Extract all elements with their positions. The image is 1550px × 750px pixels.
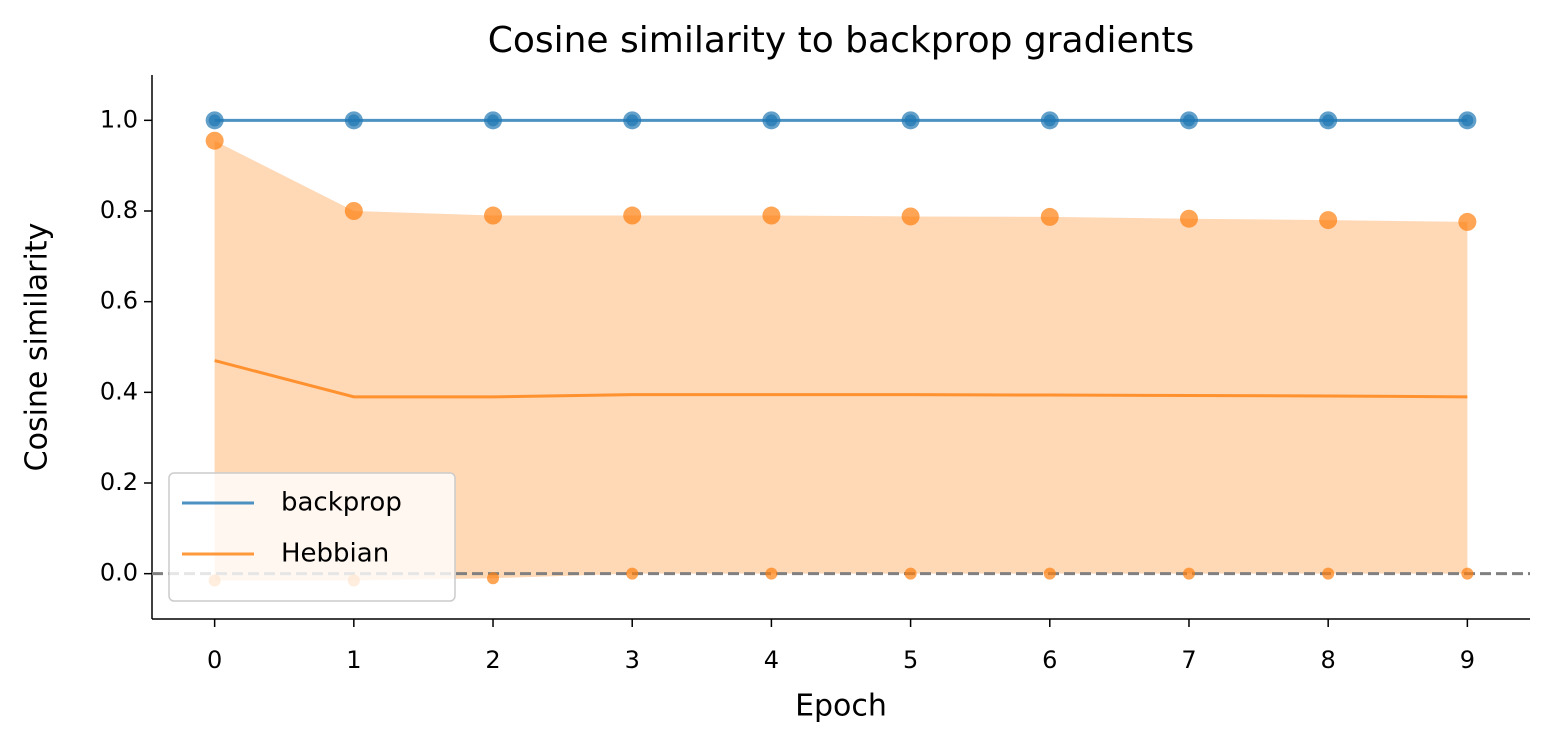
min-marker — [765, 567, 778, 580]
y-tick-label: 1.0 — [100, 105, 138, 133]
x-tick-label: 2 — [485, 646, 500, 674]
min-marker — [765, 114, 778, 127]
y-tick-label: 0.6 — [100, 287, 138, 315]
min-marker — [1322, 114, 1335, 127]
max-marker — [623, 206, 642, 225]
x-tick-label: 0 — [207, 646, 222, 674]
x-tick-label: 7 — [1181, 646, 1196, 674]
max-marker — [1319, 211, 1338, 230]
min-marker — [1461, 567, 1474, 580]
max-marker — [344, 202, 363, 220]
y-axis-label: Cosine similarity — [20, 223, 55, 472]
max-marker — [1040, 207, 1059, 226]
legend-label: Hebbian — [281, 539, 389, 569]
max-marker — [762, 206, 781, 225]
range-area — [214, 140, 1468, 581]
series-line — [214, 359, 1468, 399]
x-tick-label: 3 — [625, 646, 640, 674]
max-marker — [901, 207, 920, 226]
chart-title: Cosine similarity to backprop gradients — [488, 20, 1195, 61]
min-marker — [347, 114, 360, 127]
x-tick-label: 9 — [1460, 646, 1475, 674]
min-marker — [1182, 114, 1195, 127]
max-marker — [1458, 212, 1477, 231]
min-marker — [487, 114, 500, 127]
y-tick-label: 0.4 — [100, 377, 138, 405]
x-axis-label: Epoch — [795, 689, 887, 724]
x-tick-label: 8 — [1321, 646, 1336, 674]
legend-box — [168, 472, 456, 602]
min-marker — [208, 114, 221, 127]
legend: backprop Hebbian — [168, 472, 456, 602]
legend-label: backprop — [281, 488, 402, 518]
x-tick-label: 5 — [903, 646, 918, 674]
min-marker — [1182, 567, 1195, 580]
min-marker — [1322, 567, 1335, 580]
y-tick-label: 0.0 — [100, 559, 138, 587]
min-marker — [1043, 567, 1056, 580]
min-marker — [904, 114, 917, 127]
min-marker — [626, 567, 639, 580]
min-marker — [1461, 114, 1474, 127]
max-marker — [205, 131, 224, 150]
x-tick-label: 6 — [1042, 646, 1057, 674]
y-tick-label: 0.2 — [100, 468, 138, 496]
min-marker — [904, 567, 917, 580]
max-marker — [484, 206, 503, 225]
max-marker — [1179, 209, 1198, 228]
min-marker — [487, 572, 500, 585]
y-tick-label: 0.8 — [100, 196, 138, 224]
x-tick-label: 4 — [764, 646, 779, 674]
min-marker — [626, 114, 639, 127]
min-marker — [1043, 114, 1056, 127]
x-tick-label: 1 — [346, 646, 361, 674]
